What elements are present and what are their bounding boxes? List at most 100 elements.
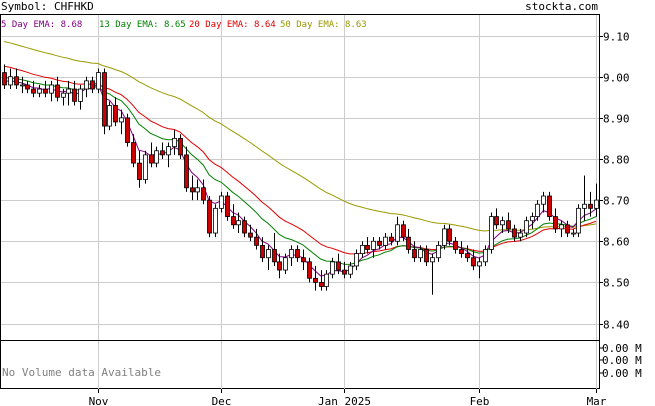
candle-up [154,150,159,164]
candle-down [231,216,236,226]
candle-up [324,273,329,287]
candle-down [277,261,282,271]
candle-up [483,249,488,263]
candle-down [313,277,318,283]
candle-up [430,257,435,263]
candle-up [107,105,112,127]
ema50-line [3,41,597,232]
price-panel-frame [0,14,600,341]
candle-down [178,138,183,156]
candle-down [72,88,77,102]
candle-up [289,249,294,259]
x-tick-label: Mar [587,395,607,406]
candle-down [401,224,406,238]
volume-tick-label: 0.00 M [602,342,642,355]
y-tick-label: 8.60 [603,236,630,249]
candle-down [336,261,341,271]
volume-axis: 0.00 M0.00 M0.00 M [599,342,642,380]
candle-down [260,244,265,259]
candle-up [571,232,576,235]
candle-up [418,249,423,259]
candle-down [301,257,306,263]
candle-up [166,146,171,156]
candle-down [453,240,458,250]
candle-down [149,154,154,164]
candle-down [25,84,30,90]
y-tick-label: 8.80 [603,154,630,167]
candle-down [190,187,195,193]
candle-down [389,236,394,242]
candle-down [90,80,95,90]
candle-down [2,72,7,86]
candle-up [360,244,365,255]
grid [1,15,599,389]
volume-tick-label: 0.00 M [602,367,642,380]
candle-up [213,207,218,234]
candle-up [266,249,271,259]
candle-up [500,220,505,226]
candle-down [201,187,206,201]
candle-up [172,138,177,148]
candle-up [20,84,25,87]
candle-down [342,269,347,275]
candle-down [295,249,300,259]
ema13-line [3,77,597,265]
candle-up [371,240,376,250]
ema5-line [3,79,597,277]
candle-up [143,154,148,180]
candle-up [330,261,335,275]
candle-down [248,232,253,238]
candle-down [43,88,48,94]
candle-up [395,224,400,242]
candle-up [61,92,66,98]
candle-down [160,150,165,156]
candle-down [31,88,36,94]
candle-down [588,203,593,209]
candle-down [131,142,136,164]
candle-up [236,220,241,226]
candle-up [582,203,587,209]
candle-down [553,216,558,230]
candle-down [307,261,312,279]
candle-down [512,228,517,238]
candle-up [442,228,447,246]
candle-down [406,236,411,250]
candle-down [565,224,570,234]
x-axis: Nov Dec Jan 2025 Feb Mar [89,389,607,406]
candle-down [494,216,499,226]
candle-down [225,195,230,217]
candle-down [242,220,247,234]
candle-up [559,224,564,230]
candle-up [576,207,581,234]
candle-up [119,117,124,123]
brand-label: stockta.com [525,0,598,13]
candle-down [55,84,60,98]
candle-up [535,203,540,217]
candle-down [319,282,324,287]
x-tick-label: Feb [470,395,490,406]
y-tick-label: 9.10 [603,31,630,44]
candle-up [594,199,599,209]
candle-down [547,195,552,217]
candle-down [254,236,259,246]
candle-down [113,105,118,123]
candle-down [459,249,464,255]
candle-down [365,244,370,250]
candle-up [530,216,535,222]
candle-up [66,88,71,94]
candle-up [477,261,482,267]
x-tick-label: Jan 2025 [318,395,371,406]
candle-down [447,228,452,242]
candle-up [219,195,224,209]
candle-up [541,195,546,205]
candle-up [518,232,523,238]
volume-panel-frame [0,340,600,389]
symbol-label: Symbol: CHFHKD [1,0,94,13]
y-tick-label: 8.70 [603,195,630,208]
candle-up [436,244,441,259]
candle-up [96,72,101,90]
candle-down [272,249,277,263]
candle-down [137,162,142,180]
y-tick-label: 8.90 [603,113,630,126]
